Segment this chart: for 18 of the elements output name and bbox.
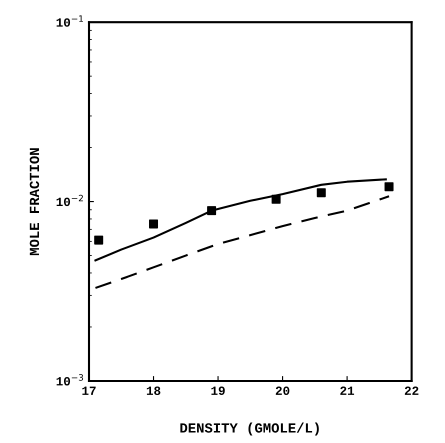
point — [207, 206, 216, 216]
x-tick-label: 20 — [276, 386, 290, 396]
y-tick-label: 10$^{−1}$ — [56, 15, 83, 27]
line-series — [94, 195, 390, 289]
x-tick-label: 18 — [146, 386, 160, 396]
y-tick-label: 10$^{−2}$ — [56, 194, 83, 206]
x-tick-label: 17 — [82, 386, 96, 395]
point — [316, 188, 326, 198]
y-axis-title: MOLE FRACTION — [30, 148, 40, 256]
point — [384, 182, 394, 192]
x-axis-title: DENSITY (GMOLE/L) — [180, 422, 319, 436]
y-tick-label: 10$^{−3}$ — [56, 374, 84, 386]
point — [94, 236, 104, 245]
x-tick-label: 22 — [404, 386, 418, 395]
point — [149, 219, 158, 228]
point — [272, 194, 281, 204]
x-tick-label: 21 — [340, 386, 354, 395]
x-tick-label: 19 — [211, 386, 225, 396]
